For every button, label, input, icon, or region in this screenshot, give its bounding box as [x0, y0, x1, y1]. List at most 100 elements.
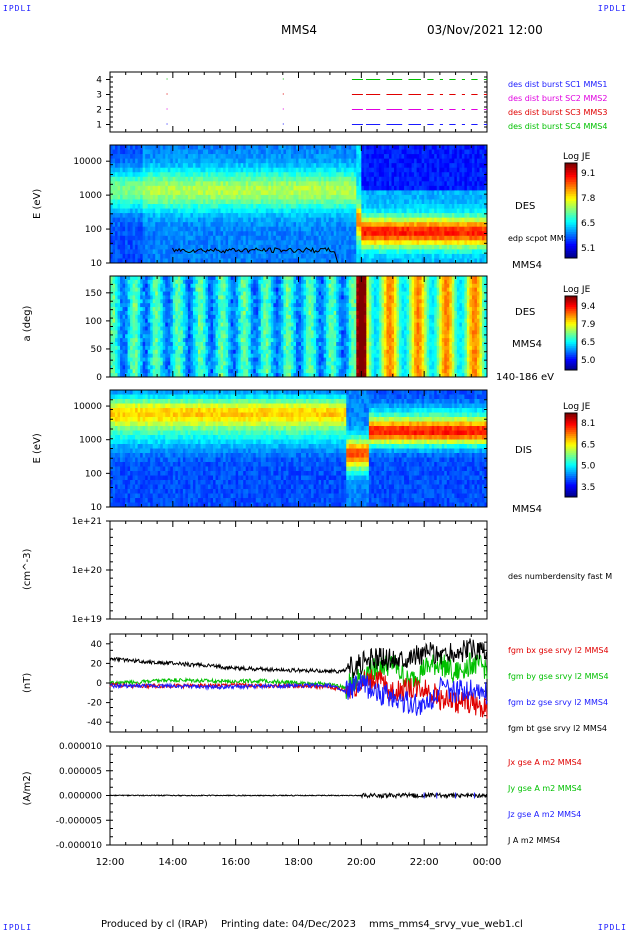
- spectrogram-cell: [334, 159, 337, 164]
- spectrogram-cell: [407, 154, 410, 159]
- spectrogram-cell: [185, 292, 188, 296]
- spectrogram-cell: [170, 354, 173, 358]
- spectrogram-cell: [291, 199, 294, 204]
- spectrogram-cell: [296, 231, 299, 236]
- spectrogram-cell: [454, 245, 457, 250]
- spectrogram-cell: [120, 369, 123, 373]
- spectrogram-cell: [140, 338, 143, 342]
- spectrogram-cell: [195, 236, 198, 241]
- spectrogram-cell: [286, 240, 289, 245]
- spectrogram-cell: [331, 218, 334, 223]
- spectrogram-cell: [452, 186, 455, 191]
- spectrogram-cell: [188, 303, 191, 307]
- spectrogram-cell: [123, 307, 126, 311]
- spectrogram-cell: [263, 145, 266, 150]
- spectrogram-cell: [256, 195, 259, 200]
- spectrogram-cell: [429, 190, 432, 195]
- spectrogram-cell: [170, 231, 173, 236]
- spectrogram-cell: [477, 168, 480, 173]
- spectrogram-cell: [437, 227, 440, 232]
- spectrogram-cell: [125, 231, 128, 236]
- spectrogram-cell: [258, 236, 261, 241]
- spectrogram-cell: [467, 186, 470, 191]
- spectrogram-cell: [293, 190, 296, 195]
- spectrogram-cell: [211, 227, 214, 232]
- spectrogram-cell: [346, 227, 349, 232]
- spectrogram-cell: [236, 231, 239, 236]
- spectrogram-cell: [226, 168, 229, 173]
- spectrogram-cell: [417, 245, 420, 250]
- spectrogram-cell: [175, 361, 178, 365]
- spectrogram-cell: [228, 236, 231, 241]
- spectrogram-cell: [145, 172, 148, 177]
- spectrogram-cell: [118, 334, 121, 338]
- spectrogram-cell: [128, 327, 131, 331]
- spectrogram-cell: [173, 354, 176, 358]
- spectrogram-cell: [130, 172, 133, 177]
- spectrogram-cell: [404, 231, 407, 236]
- spectrogram-cell: [442, 195, 445, 200]
- spectrogram-cell: [140, 186, 143, 191]
- spectrogram-cell: [125, 295, 128, 299]
- spectrogram-cell: [374, 231, 377, 236]
- spectrogram-cell: [389, 236, 392, 241]
- spectrogram-cell: [226, 199, 229, 204]
- spectrogram-cell: [457, 154, 460, 159]
- spectrogram-cell: [364, 154, 367, 159]
- spectrogram-cell: [349, 163, 352, 168]
- spectrogram-cell: [148, 315, 151, 319]
- spectrogram-cell: [125, 177, 128, 182]
- spectrogram-cell: [359, 177, 362, 182]
- spectrogram-cell: [432, 227, 435, 232]
- spectrogram-cell: [283, 159, 286, 164]
- spectrogram-cell: [341, 190, 344, 195]
- spectrogram-cell: [376, 172, 379, 177]
- spectrogram-cell: [236, 177, 239, 182]
- spectrogram-cell: [188, 222, 191, 227]
- spectrogram-cell: [409, 163, 412, 168]
- spectrogram-cell: [155, 177, 158, 182]
- spectrogram-cell: [223, 236, 226, 241]
- spectrogram-cell: [356, 195, 359, 200]
- spectrogram-cell: [399, 150, 402, 155]
- spectrogram-cell: [216, 254, 219, 259]
- spectrogram-cell: [271, 154, 274, 159]
- spectrogram-cell: [479, 154, 482, 159]
- spectrogram-cell: [376, 186, 379, 191]
- spectrogram-cell: [271, 218, 274, 223]
- spectrogram-cell: [256, 163, 259, 168]
- spectrogram-cell: [459, 190, 462, 195]
- spectrogram-cell: [477, 204, 480, 209]
- spectrogram-cell: [188, 172, 191, 177]
- spectrogram-cell: [467, 245, 470, 250]
- spectrogram-cell: [329, 177, 332, 182]
- spectrogram-cell: [213, 199, 216, 204]
- spectrogram-cell: [145, 315, 148, 319]
- spectrogram-cell: [296, 240, 299, 245]
- spectrogram-cell: [158, 245, 161, 250]
- spectrogram-cell: [113, 280, 116, 284]
- spectrogram-cell: [414, 145, 417, 150]
- spectrogram-cell: [120, 218, 123, 223]
- spectrogram-cell: [218, 190, 221, 195]
- spectrogram-cell: [223, 172, 226, 177]
- spectrogram-cell: [422, 222, 425, 227]
- spectrogram-cell: [203, 209, 206, 214]
- spectrogram-cell: [324, 190, 327, 195]
- spectrogram-cell: [118, 218, 121, 223]
- spectrogram-cell: [462, 218, 465, 223]
- spectrogram-cell: [123, 334, 126, 338]
- spectrogram-cell: [407, 254, 410, 259]
- spectrogram-cell: [118, 284, 121, 288]
- spectrogram-cell: [464, 209, 467, 214]
- spectrogram-cell: [346, 240, 349, 245]
- spectrogram-cell: [175, 254, 178, 259]
- spectrogram-cell: [155, 254, 158, 259]
- spectrogram-cell: [195, 222, 198, 227]
- spectrogram-cell: [128, 323, 131, 327]
- spectrogram-cell: [170, 159, 173, 164]
- spectrogram-cell: [193, 218, 196, 223]
- spectrogram-cell: [148, 240, 151, 245]
- spectrogram-cell: [457, 177, 460, 182]
- spectrogram-cell: [379, 190, 382, 195]
